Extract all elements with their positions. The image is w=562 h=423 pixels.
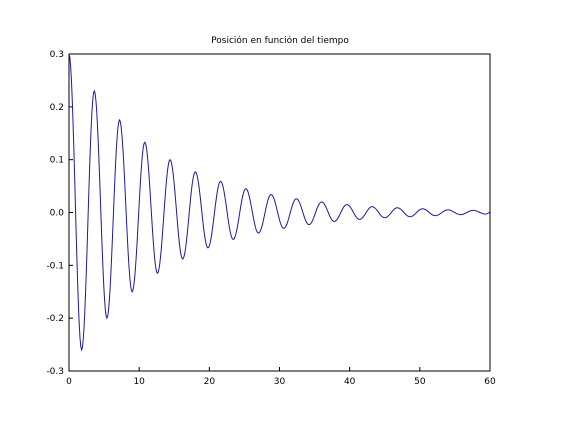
y-axis: 0.3 0.2 0.1 0.0 -0.1 -0.2 -0.3	[46, 50, 73, 377]
y-tick-label: 0.2	[50, 103, 64, 113]
plot-frame	[68, 53, 491, 372]
x-tick-label: 0	[66, 377, 72, 387]
series-line	[68, 53, 491, 352]
chart-title: Posición en función del tiempo	[211, 35, 349, 46]
y-tick-label: -0.3	[46, 367, 64, 377]
y-tick-label: -0.1	[46, 261, 64, 271]
x-tick-label: 20	[204, 377, 216, 387]
y-tick-label: 0.3	[50, 50, 64, 60]
y-tick-label: -0.2	[46, 314, 64, 324]
y-tick-label: 0.1	[50, 156, 64, 166]
x-tick-label: 30	[274, 377, 286, 387]
x-axis: 0 10 20 30 40 50 60	[66, 367, 496, 387]
x-tick-label: 40	[344, 377, 356, 387]
y-tick-label: 0.0	[50, 209, 65, 219]
x-tick-label: 10	[133, 377, 145, 387]
x-tick-label: 50	[414, 377, 426, 387]
x-tick-label: 60	[484, 377, 496, 387]
